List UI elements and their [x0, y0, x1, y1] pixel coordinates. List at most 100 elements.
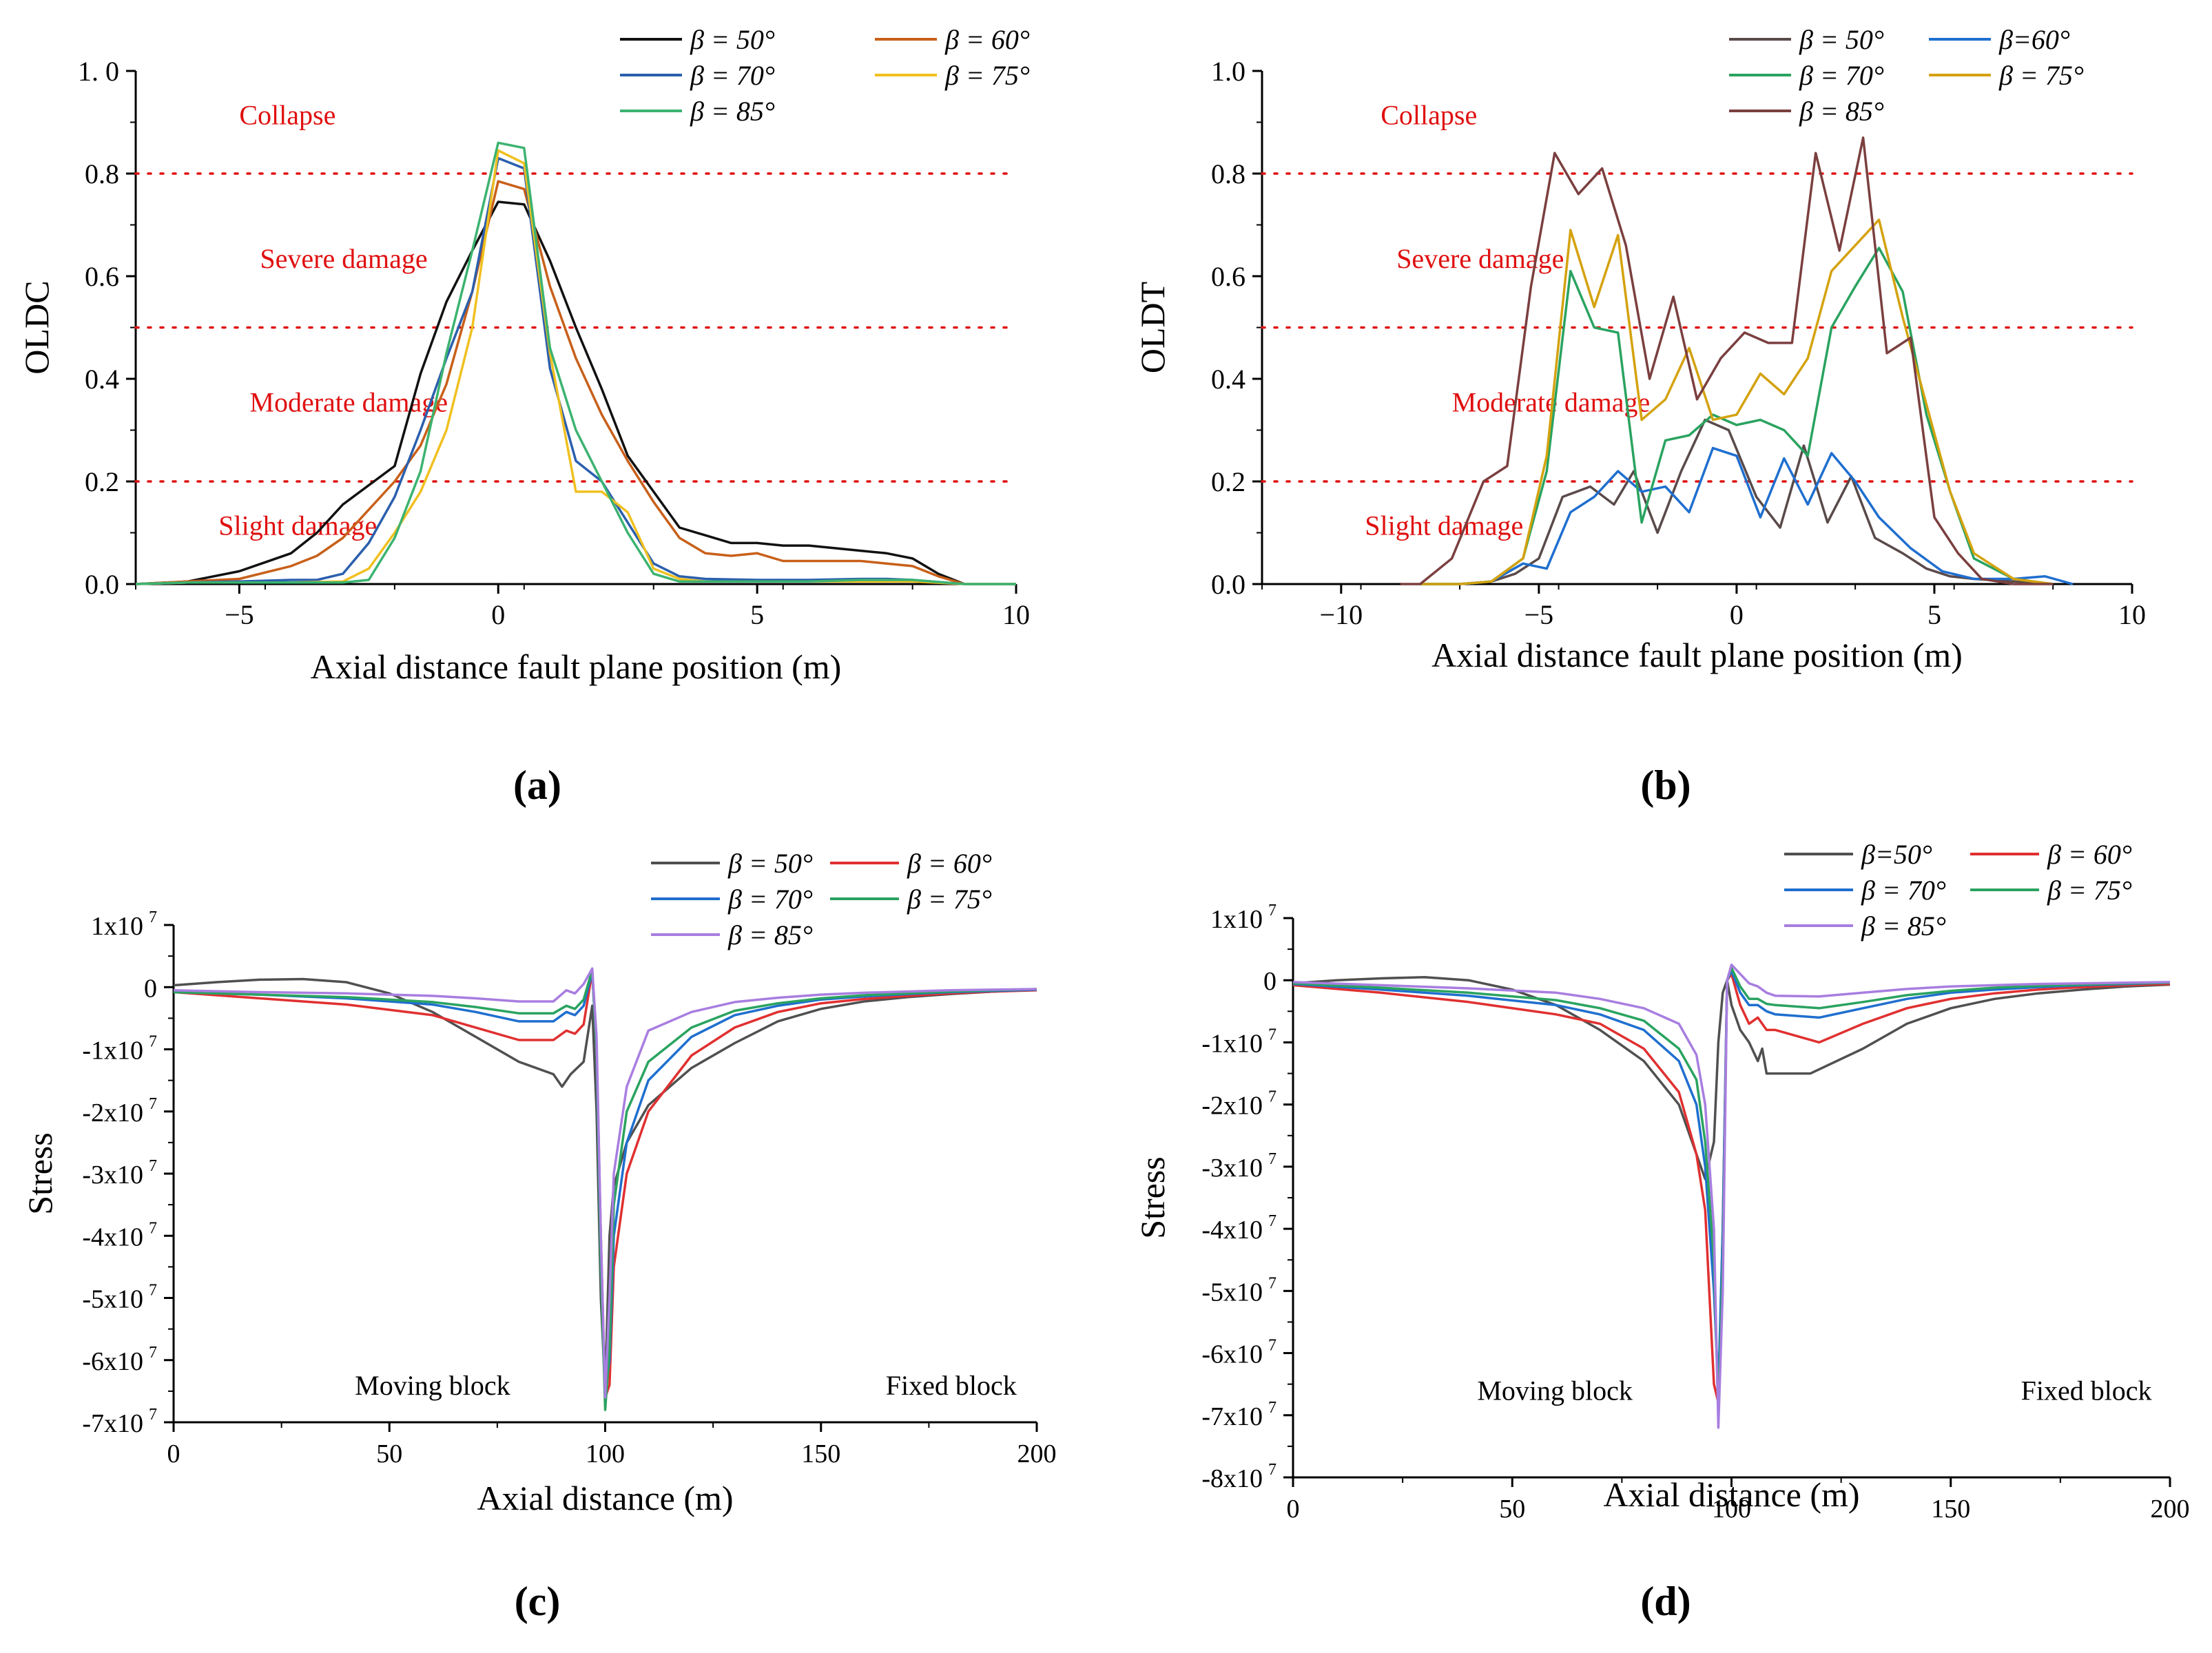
chart2-legend-label-4: β = 85° — [727, 919, 813, 950]
chart1-series-line-4 — [1400, 136, 2054, 585]
chart3-x-tick-label-0: 0 — [1287, 1495, 1300, 1524]
panel-label-a: (a) — [513, 762, 561, 808]
chart1-y-tick-label-1: 0.2 — [1211, 466, 1245, 497]
chart0-y-tick-label-4: 0.8 — [85, 158, 119, 189]
chart0-y-tick-label-1: 0.2 — [85, 466, 119, 497]
chart2-y-tick-label-7: -6x10 — [82, 1347, 143, 1376]
chart3-x-tick-label-1: 50 — [1499, 1495, 1525, 1524]
chart3-y-tick-exponent-0: 7 — [1268, 902, 1276, 919]
chart0-legend-label-2: β = 70° — [690, 60, 775, 91]
chart1-x-axis-title: Axial distance fault plane position (m) — [1431, 636, 1963, 674]
chart3-y-tick-label-7: -6x10 — [1201, 1340, 1263, 1369]
chart2-y-tick-exponent-4: 7 — [149, 1157, 157, 1175]
chart2-y-tick-label-4: -3x10 — [82, 1161, 143, 1189]
chart1-y-tick-label-4: 0.8 — [1211, 158, 1245, 189]
chart0-zone-label-2: Moderate damage — [249, 387, 448, 418]
chart0-x-tick-label-2: 5 — [750, 599, 764, 630]
chart2-y-tick-exponent-3: 7 — [149, 1095, 157, 1113]
chart2-y-tick-label-3: -2x10 — [82, 1099, 143, 1127]
chart1-zone-label-3: Slight damage — [1365, 510, 1523, 541]
chart2-y-tick-label-6: -5x10 — [82, 1285, 143, 1314]
chart2-y-tick-label-5: -4x10 — [82, 1223, 143, 1251]
chart0-y-tick-label-0: 0.0 — [85, 569, 119, 600]
chart2-y-tick-exponent-0: 7 — [149, 908, 157, 926]
panel-label-c: (c) — [515, 1579, 561, 1624]
chart0-series-line-4 — [135, 141, 1016, 585]
chart2-y-tick-label-8: -7x10 — [82, 1409, 143, 1438]
chart1-zone-label-0: Collapse — [1381, 99, 1477, 130]
chart0-legend-label-1: β = 60° — [944, 24, 1030, 55]
chart0-series-line-1 — [135, 180, 965, 585]
chart0-zone-label-1: Severe damage — [260, 243, 427, 274]
chart3-legend-label-1: β = 60° — [2047, 839, 2132, 870]
chart3-y-tick-label-5: -4x10 — [1201, 1216, 1263, 1245]
chart2-y-tick-exponent-7: 7 — [149, 1344, 157, 1362]
chart0-y-axis-title: OLDC — [17, 280, 56, 374]
chart3-series-line-1 — [1292, 973, 2171, 1404]
chart3-y-tick-exponent-6: 7 — [1268, 1274, 1276, 1292]
chart3-series-line-4 — [1292, 963, 2171, 1429]
panel-a-chart: −5 0 5 10 0.0 0.2 0.4 0.6 0.8 1. 0 OLDC Axial dista… — [17, 24, 1030, 686]
chart1-x-tick-label-2: 0 — [1730, 599, 1744, 630]
chart3-y-tick-label-3: -2x10 — [1201, 1092, 1263, 1121]
chart1-legend-label-4: β = 85° — [1799, 96, 1884, 127]
chart3-y-tick-label-8: -7x10 — [1201, 1402, 1263, 1431]
chart3-y-tick-exponent-8: 7 — [1268, 1399, 1276, 1417]
chart3-series-line-3 — [1292, 966, 2171, 1417]
chart0-zone-label-0: Collapse — [239, 99, 335, 130]
chart1-legend-label-2: β = 70° — [1799, 60, 1884, 91]
chart0-x-axis-title: Axial distance fault plane position (m) — [311, 647, 842, 686]
chart1-x-tick-label-1: −5 — [1524, 599, 1554, 630]
chart2-y-tick-exponent-6: 7 — [149, 1282, 157, 1300]
chart2-y-tick-label-0: 1x10 — [91, 912, 143, 941]
chart2-y-tick-label-2: -1x10 — [82, 1037, 143, 1065]
chart3-y-tick-label-0: 1x10 — [1210, 905, 1263, 934]
chart1-series-line-1 — [1420, 446, 2074, 585]
chart1-x-tick-label-0: −10 — [1320, 599, 1363, 630]
chart3-y-tick-exponent-9: 7 — [1268, 1461, 1276, 1479]
chart1-y-tick-label-3: 0.6 — [1211, 261, 1245, 292]
chart0-series-line-2 — [135, 156, 1016, 585]
chart0-x-tick-label-3: 10 — [1002, 599, 1030, 630]
chart0-x-tick-label-0: −5 — [225, 599, 254, 630]
chart2-legend-label-3: β = 75° — [907, 884, 992, 915]
chart2-series-line-3 — [173, 968, 1037, 1411]
panel-label-b: (b) — [1640, 762, 1691, 808]
chart2-y-tick-label-1: 0 — [144, 974, 157, 1003]
chart1-legend-label-3: β = 75° — [1998, 60, 2084, 91]
chart3-x-tick-label-4: 200 — [2151, 1495, 2190, 1524]
chart1-series-line-3 — [1420, 218, 2054, 585]
chart3-x-tick-label-2: 100 — [1712, 1495, 1751, 1524]
chart3-zone-label-1: Fixed block — [2021, 1375, 2152, 1406]
chart3-y-tick-label-4: -3x10 — [1201, 1154, 1263, 1183]
chart1-y-tick-label-2: 0.4 — [1211, 364, 1245, 395]
panel-b-chart: −10 −5 0 5 10 0.0 0.2 0.4 0.6 0.8 1.0 OLDT Axial dis… — [1133, 24, 2146, 674]
chart0-x-tick-label-1: 0 — [491, 599, 505, 630]
chart0-y-tick-label-3: 0.6 — [85, 261, 119, 292]
panel-label-d: (d) — [1640, 1579, 1691, 1624]
chart3-y-tick-exponent-5: 7 — [1268, 1212, 1276, 1230]
chart1-legend-label-0: β = 50° — [1799, 24, 1884, 55]
chart1-x-tick-label-4: 10 — [2118, 599, 2146, 630]
chart2-y-tick-exponent-5: 7 — [149, 1219, 157, 1237]
chart3-y-tick-label-6: -5x10 — [1201, 1278, 1263, 1307]
chart3-x-tick-label-3: 150 — [1931, 1495, 1970, 1524]
chart2-x-axis-title: Axial distance (m) — [477, 1479, 733, 1517]
chart2-x-tick-label-1: 50 — [376, 1439, 402, 1468]
chart0-zone-label-3: Slight damage — [218, 510, 377, 541]
chart0-series-line-0 — [135, 200, 965, 585]
chart3-legend-label-3: β = 75° — [2047, 875, 2132, 906]
chart0-legend-label-0: β = 50° — [690, 24, 775, 55]
chart2-series-line-4 — [173, 967, 1037, 1399]
chart1-x-tick-label-3: 5 — [1927, 599, 1941, 630]
chart2-x-tick-label-3: 150 — [801, 1439, 840, 1468]
chart2-legend-label-0: β = 50° — [727, 848, 813, 879]
chart3-y-tick-exponent-7: 7 — [1268, 1337, 1276, 1355]
chart3-y-tick-label-1: 0 — [1263, 967, 1276, 996]
chart3-y-axis-title: Stress — [1133, 1156, 1172, 1238]
chart2-x-tick-label-0: 0 — [167, 1439, 180, 1468]
